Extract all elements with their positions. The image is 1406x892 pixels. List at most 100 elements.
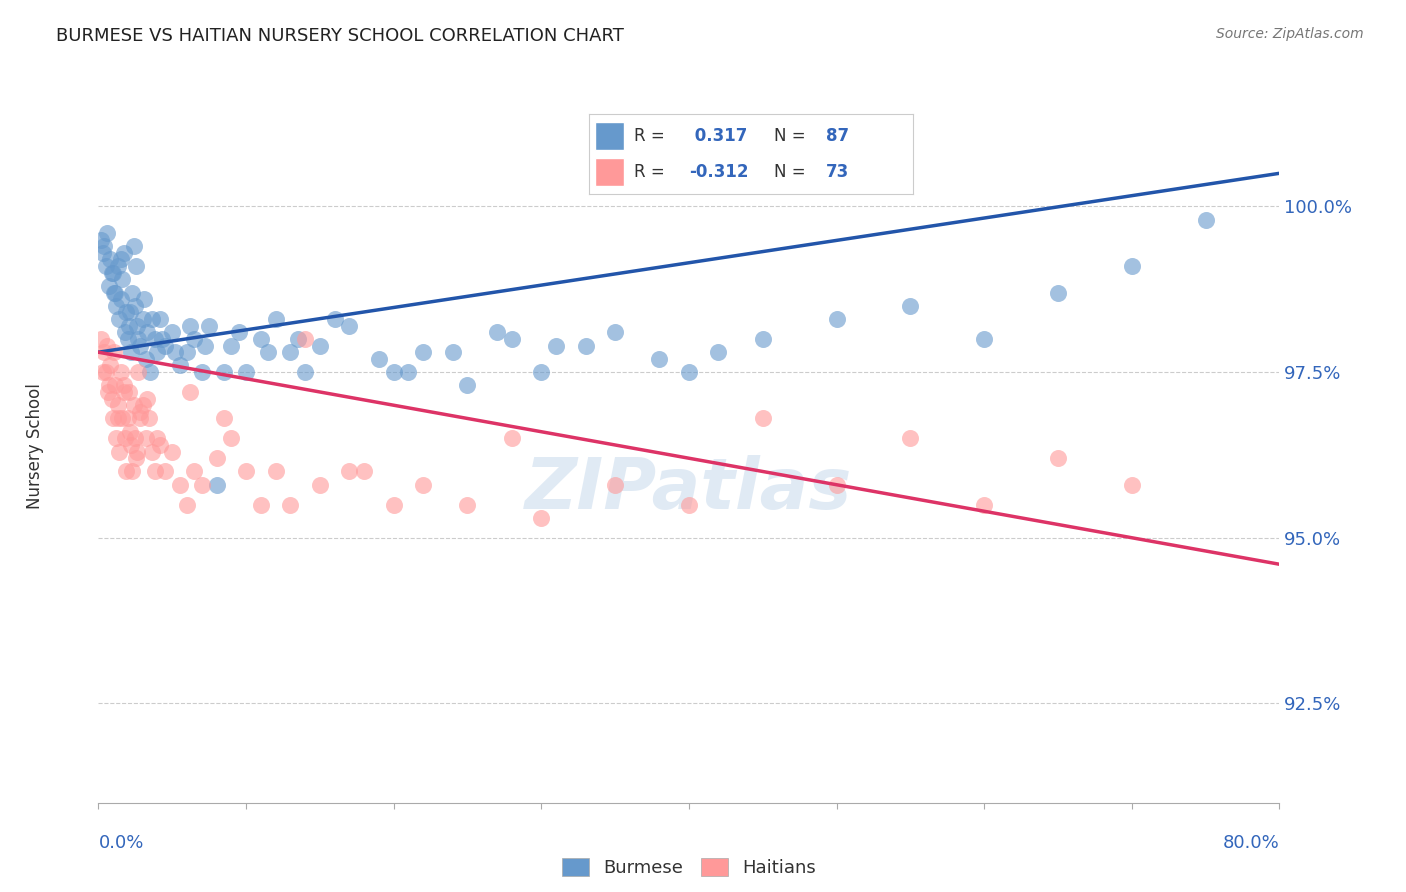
Point [257,345,280,359]
Point [128,411,150,425]
Point [98,252,121,267]
Text: 0.0%: 0.0% [98,834,143,852]
Point [605,326,627,340]
Point [96,338,118,352]
Point [112,378,135,392]
Point [96,226,118,240]
Point [179,318,201,333]
Point [120,425,142,439]
Point [212,365,235,379]
Point [546,338,568,352]
Point [501,332,523,346]
Point [183,465,205,479]
Point [111,272,134,286]
Point [125,444,148,458]
Point [353,465,375,479]
Point [183,332,205,346]
Point [382,498,405,512]
Point [132,398,155,412]
Point [169,359,191,373]
Point [412,477,434,491]
Point [112,245,135,260]
Point [138,411,160,425]
Point [108,312,131,326]
Point [250,332,273,346]
Point [125,451,148,466]
Point [90,233,112,247]
Point [1121,477,1143,491]
Point [143,465,166,479]
Point [648,351,671,366]
Point [97,279,120,293]
Point [169,477,191,491]
Point [122,239,145,253]
Point [149,312,172,326]
Point [707,345,730,359]
Point [337,465,360,479]
Point [111,411,134,425]
Point [115,465,138,479]
Point [114,431,136,445]
Point [486,326,509,340]
Point [93,239,115,253]
Point [141,444,163,458]
Point [125,318,148,333]
Point [132,312,155,326]
Point [135,431,157,445]
Point [118,318,141,333]
Point [121,285,143,300]
Point [250,498,273,512]
Point [162,444,183,458]
Point [122,398,145,412]
Point [129,405,152,419]
Point [90,332,112,346]
Point [205,451,228,466]
Point [1046,451,1069,466]
Point [97,378,120,392]
Point [751,411,773,425]
Point [1046,285,1069,300]
Point [1195,212,1218,227]
Point [678,365,700,379]
Point [530,365,553,379]
Point [94,259,117,273]
Point [501,431,523,445]
Point [112,384,135,399]
Point [110,365,132,379]
Point [105,431,128,445]
Point [146,345,169,359]
Point [678,498,700,512]
Point [121,465,143,479]
Point [264,465,287,479]
Point [264,312,287,326]
Point [574,338,596,352]
Point [194,338,217,352]
Point [143,332,166,346]
Point [153,338,176,352]
Point [110,292,132,306]
Point [973,498,995,512]
Point [162,326,183,340]
Point [103,411,125,425]
Point [973,332,995,346]
Point [141,312,163,326]
Point [605,477,627,491]
Point [900,299,922,313]
Point [176,498,198,512]
Point [198,318,221,333]
Point [91,245,114,260]
Point [107,259,129,273]
Point [128,338,150,352]
Legend: Burmese, Haitians: Burmese, Haitians [554,850,824,884]
Point [134,292,156,306]
Point [93,345,115,359]
Point [412,345,434,359]
Point [441,345,464,359]
Point [149,438,172,452]
Point [103,345,125,359]
Point [900,431,922,445]
Point [107,411,129,425]
Text: ZIPatlas: ZIPatlas [526,455,852,524]
Text: Source: ZipAtlas.com: Source: ZipAtlas.com [1216,27,1364,41]
Point [176,345,198,359]
